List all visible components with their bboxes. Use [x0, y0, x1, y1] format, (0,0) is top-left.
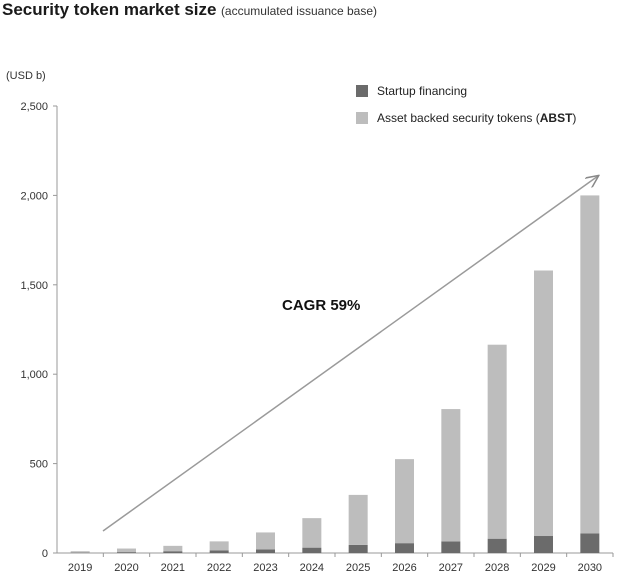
y-tick-label: 1,000	[20, 369, 48, 381]
x-tick-label: 2022	[207, 562, 231, 574]
x-tick-label: 2019	[68, 562, 92, 574]
bar-startup-financing	[534, 536, 553, 553]
x-tick-label: 2024	[300, 562, 324, 574]
x-tick-label: 2025	[346, 562, 370, 574]
x-tick-label: 2027	[439, 562, 463, 574]
legend-label-abst-plain: Asset backed security tokens (	[377, 111, 540, 125]
legend-label-abst-bold: ABST	[540, 111, 573, 125]
bar-group	[70, 195, 600, 553]
bar-abst	[441, 409, 461, 542]
bar-startup-financing	[302, 547, 322, 553]
x-tick-label: 2023	[253, 562, 277, 574]
bar-abst	[163, 545, 183, 552]
bar-abst	[395, 459, 414, 544]
y-tick-label: 0	[42, 548, 48, 560]
bar-startup-financing	[163, 551, 183, 553]
legend-label-abst-end: )	[572, 111, 576, 125]
bar-startup-financing	[209, 550, 229, 553]
bar-startup-financing	[441, 541, 461, 553]
cagr-arrow	[102, 176, 598, 532]
x-tick-label: 2030	[578, 562, 602, 574]
bar-abst	[534, 270, 553, 537]
x-tick-label: 2026	[392, 562, 416, 574]
x-tick-label: 2029	[531, 562, 555, 574]
bar-abst	[348, 494, 368, 545]
legend-label-abst: Asset backed security tokens (ABST)	[377, 111, 576, 125]
x-tick-group: 2019 2020 2021 2022 2023 2024 2025 2026 2027 2028…	[68, 553, 614, 574]
cagr-annotation: CAGR 59%	[282, 297, 360, 314]
x-tick-label: 2028	[485, 562, 509, 574]
bar-abst	[117, 548, 136, 553]
y-unit-label: (USD b)	[6, 70, 46, 82]
y-tick-label: 500	[30, 459, 48, 471]
x-tick-label: 2020	[114, 562, 138, 574]
bar-startup-financing	[256, 549, 275, 553]
chart-title: Security token market size	[2, 0, 217, 19]
legend-swatch-abst	[356, 112, 368, 124]
bar-abst	[256, 532, 275, 550]
y-tick-label: 2,500	[20, 101, 48, 113]
bar-abst	[209, 541, 229, 551]
y-tick-group: 0 500 1,000 1,500 2,000 2,500	[20, 101, 57, 560]
bar-startup-financing	[395, 543, 414, 553]
bar-startup-financing	[580, 533, 600, 553]
legend-swatch-startup	[356, 85, 368, 97]
bar-abst	[302, 518, 322, 548]
chart-subtitle: (accumulated issuance base)	[220, 4, 378, 18]
legend: Startup financing Asset backed security …	[356, 84, 576, 125]
y-tick-label: 1,500	[20, 280, 48, 292]
bar-startup-financing	[348, 544, 368, 553]
bar-abst	[487, 344, 507, 539]
chart-title-row: Security token market size (accumulated …	[2, 0, 377, 20]
bar-abst	[70, 551, 90, 553]
legend-label-startup: Startup financing	[377, 84, 467, 98]
x-tick-label: 2021	[161, 562, 185, 574]
bar-startup-financing	[487, 538, 507, 553]
bar-abst	[580, 195, 600, 534]
bar-startup-financing	[117, 552, 136, 553]
y-tick-label: 2,000	[20, 190, 48, 202]
